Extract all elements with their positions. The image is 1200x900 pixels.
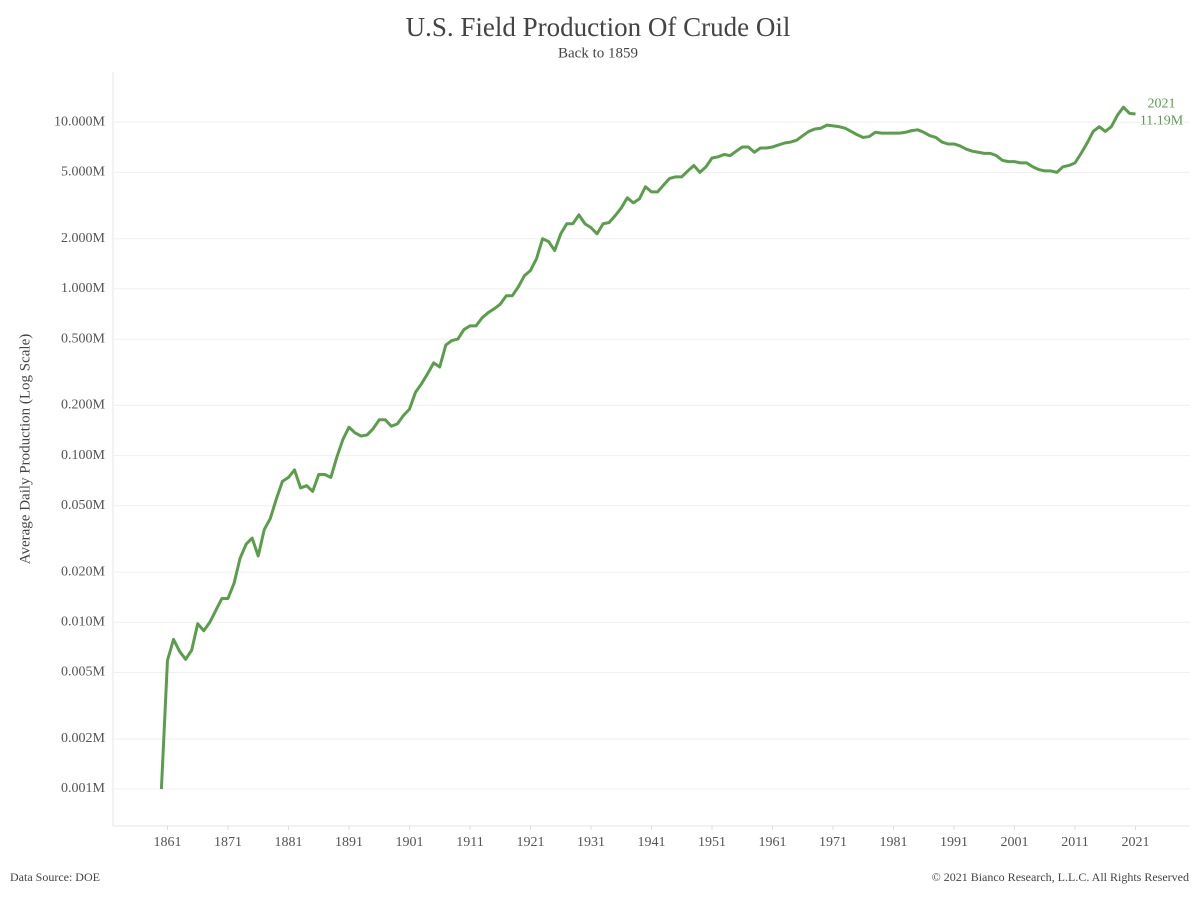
x-tick-label: 1991 [940,835,968,850]
x-tick-label: 1901 [395,835,423,850]
y-tick-label: 10.000M [54,114,106,129]
y-tick-label: 0.002M [61,731,106,746]
y-tick-label: 0.050M [61,498,106,513]
chart-title: U.S. Field Production Of Crude Oil [406,12,791,42]
x-tick-label: 1941 [638,835,666,850]
x-tick-label: 1881 [274,835,302,850]
x-tick-label: 1891 [335,835,363,850]
x-tick-label: 1921 [516,835,544,850]
y-tick-label: 5.000M [61,165,106,180]
x-tick-label: 1911 [456,835,483,850]
x-tick-label: 1971 [819,835,847,850]
end-value-label: 11.19M [1140,113,1184,128]
y-tick-label: 0.100M [61,448,106,463]
x-tick-label: 2021 [1122,835,1150,850]
x-tick-label: 2001 [1001,835,1029,850]
x-tick-label: 1981 [880,835,908,850]
y-axis-label: Average Daily Production (Log Scale) [17,334,33,564]
y-tick-label: 0.001M [61,781,106,796]
x-tick-label: 1951 [698,835,726,850]
x-tick-label: 1871 [214,835,242,850]
copyright-note: © 2021 Bianco Research, L.L.C. All Right… [932,870,1189,884]
y-tick-label: 1.000M [61,281,106,296]
y-tick-label: 0.010M [61,615,106,630]
source-note: Data Source: DOE [10,870,100,884]
chart-subtitle: Back to 1859 [558,45,638,61]
y-tick-label: 0.005M [61,665,106,680]
x-tick-label: 2011 [1061,835,1088,850]
x-tick-label: 1931 [577,835,605,850]
y-tick-label: 0.200M [61,398,106,413]
x-tick-label: 1961 [759,835,787,850]
y-tick-label: 0.020M [61,564,106,579]
y-tick-label: 0.500M [61,331,106,346]
y-tick-label: 2.000M [61,231,106,246]
data-line [159,105,1136,790]
x-tick-label: 1861 [153,835,181,850]
end-year-label: 2021 [1148,96,1176,111]
